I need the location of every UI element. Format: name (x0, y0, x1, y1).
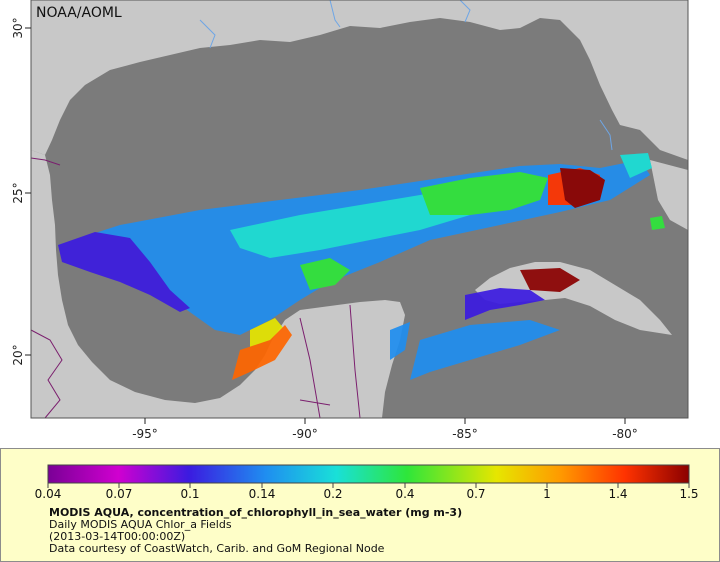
lat-tick-label: 20° (11, 344, 25, 365)
variable-title: MODIS AQUA, concentration_of_chlorophyll… (49, 506, 463, 519)
colorbar-label: 0.7 (466, 487, 486, 501)
dataset-name: Daily MODIS AQUA Chlor_a Fields (49, 518, 232, 531)
legend-panel: 0.04 0.07 0.1 0.14 0.2 0.4 0.7 1 1.4 1.5… (0, 448, 720, 562)
colorbar-label: 0.4 (395, 487, 415, 501)
lon-tick-label: -85° (452, 427, 478, 441)
chlorophyll-swath (58, 153, 665, 380)
colorbar-label: 0.07 (105, 487, 133, 501)
political-borders (30, 157, 361, 419)
credit-label: NOAA/AOML (36, 5, 122, 21)
map-frame (30, 0, 689, 419)
colorbar-label: 0.04 (34, 487, 62, 501)
colorbar-label: 0.2 (323, 487, 343, 501)
lat-tick-label: 25° (11, 182, 25, 203)
land-cuba (475, 262, 672, 335)
lat-tick-label: 30° (11, 17, 25, 38)
tick-marks (25, 27, 626, 424)
colorbar-label: 1.4 (608, 487, 628, 501)
map-panel: -95° -90° -85° -80° 30° 25° 20° (11, 0, 689, 441)
colorbar-label: 1.5 (679, 487, 699, 501)
land-mexico (31, 150, 405, 418)
lon-tick-label: -95° (132, 427, 158, 441)
colorbar-label: 0.14 (248, 487, 276, 501)
colorbar-label: 0.1 (180, 487, 200, 501)
lon-tick-label: -90° (292, 427, 318, 441)
land-bahamas (650, 160, 688, 230)
time-stamp: (2013-03-14T00:00:00Z) (49, 530, 186, 543)
rivers (199, 0, 613, 151)
lon-tick-label: -80° (612, 427, 638, 441)
colorbar (47, 464, 690, 488)
colorbar-label: 1 (543, 487, 551, 501)
data-courtesy: Data courtesy of CoastWatch, Carib. and … (49, 542, 385, 555)
colorbar-gradient (47, 464, 690, 484)
land-north-america (31, 0, 688, 160)
